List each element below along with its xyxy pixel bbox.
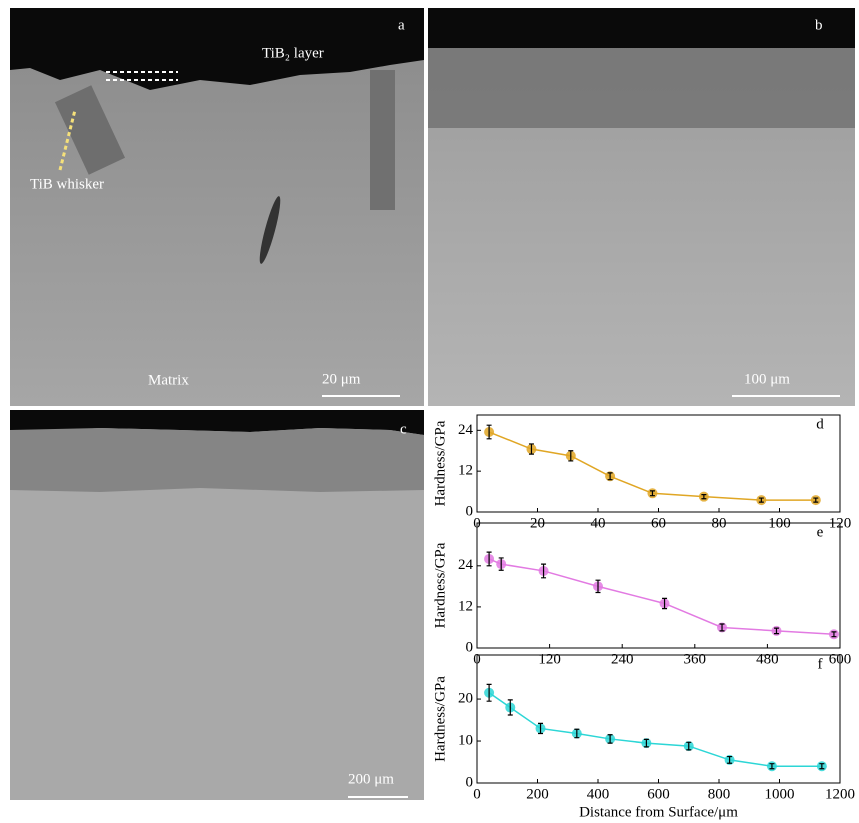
x-axis-label: Distance from Surface/μm: [579, 804, 738, 820]
y-tick-label: 12: [458, 463, 473, 479]
y-tick-label: 0: [466, 774, 474, 790]
panel-label: d: [816, 416, 824, 432]
scale-bar-label: 20 μm: [322, 371, 361, 387]
y-axis-label: Hardness/GPa: [432, 542, 448, 628]
x-tick-label: 1000: [765, 786, 795, 802]
micrograph-a: a TiB₂ layer TiB whisker Matrix 20 μm: [10, 8, 424, 406]
y-tick-label: 0: [466, 503, 474, 519]
plot-frame: [477, 523, 840, 648]
panel-label: c: [400, 421, 407, 437]
plot-frame: [477, 415, 840, 512]
y-tick-label: 0: [466, 639, 474, 655]
annotation: Matrix: [148, 372, 189, 388]
y-tick-label: 20: [458, 691, 473, 707]
x-tick-label: 0: [473, 786, 481, 802]
y-tick-label: 12: [458, 598, 473, 614]
annotation: TiB₂ layer: [262, 45, 324, 61]
annotation: TiB whisker: [30, 176, 104, 192]
plot-frame: [477, 655, 840, 783]
x-tick-label: 240: [611, 651, 634, 667]
x-tick-label: 1200: [825, 786, 855, 802]
y-tick-label: 24: [458, 422, 474, 438]
panel-label: b: [815, 17, 823, 33]
y-tick-label: 10: [458, 732, 473, 748]
scale-bar-label: 100 μm: [744, 371, 790, 387]
x-tick-label: 400: [587, 786, 610, 802]
y-tick-label: 24: [458, 557, 474, 573]
x-tick-label: 800: [708, 786, 731, 802]
panel-label: f: [818, 656, 823, 672]
x-tick-label: 600: [647, 786, 670, 802]
panel-label: a: [398, 17, 405, 33]
y-axis-label: Hardness/GPa: [432, 420, 448, 506]
micrograph-c: c 200 μm: [10, 410, 424, 800]
x-tick-label: 200: [526, 786, 549, 802]
x-tick-label: 360: [684, 651, 707, 667]
y-axis-label: Hardness/GPa: [432, 676, 448, 762]
scale-bar-label: 200 μm: [348, 771, 394, 787]
panel-label: e: [817, 524, 824, 540]
micrograph-b: b 100 μm: [428, 8, 855, 406]
x-tick-label: 480: [756, 651, 779, 667]
figure: a TiB₂ layer TiB whisker Matrix 20 μm b …: [0, 0, 859, 823]
x-tick-label: 120: [538, 651, 561, 667]
